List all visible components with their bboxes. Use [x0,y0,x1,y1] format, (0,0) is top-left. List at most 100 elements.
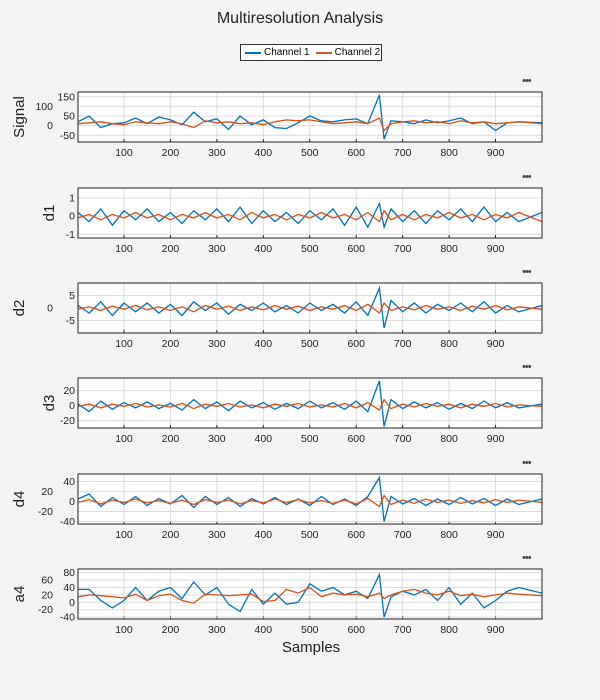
axes-a4[interactable]: 100 200 300 400 500 600 700 800 900 -40 -20 0 20 40 60… [11,567,543,636]
y-tick-label: 5 [69,290,75,302]
axes-box [77,473,543,525]
x-tick-label: 300 [208,529,226,541]
x-tick-label: 900 [487,529,505,541]
y-tick-label: 20 [41,589,53,601]
legend-item-channel-1[interactable]: Channel 1 [245,47,310,58]
x-tick-label: 700 [394,147,412,159]
y-axis-label: d4 [11,491,28,508]
axes-box [77,187,543,239]
x-tick-label: 900 [487,433,505,445]
x-tick-label: 900 [487,147,505,159]
x-tick-label: 100 [115,147,133,159]
y-axis-label: d3 [41,395,58,412]
more-options-icon[interactable]: ••• [522,75,532,87]
x-tick-label: 200 [162,147,180,159]
x-tick-label: 500 [301,529,319,541]
x-tick-label: 100 [115,433,133,445]
y-tick-label: 1 [69,193,75,205]
x-tick-label: 600 [347,338,365,350]
more-options-icon[interactable]: ••• [522,361,532,373]
x-tick-label: 500 [301,624,319,636]
series-line-channel-1 [77,201,543,230]
series-line-channel-1 [77,380,543,427]
x-tick-label: 800 [440,338,458,350]
x-tick-label: 300 [208,147,226,159]
axes-box [77,377,543,429]
legend-item-channel-2[interactable]: Channel 2 [315,47,380,58]
x-tick-label: 200 [162,338,180,350]
more-options-icon[interactable]: ••• [522,552,532,564]
y-tick-label: -5 [66,315,75,327]
legend[interactable]: Channel 1 Channel 2 [240,44,382,61]
series-line-channel-2 [77,117,543,132]
series-line-channel-2 [77,398,543,412]
more-options-icon[interactable]: ••• [522,457,532,469]
y-axis-label: d1 [41,205,58,222]
series-line-channel-1 [77,94,543,140]
x-tick-label: 400 [255,529,273,541]
x-tick-label: 100 [115,529,133,541]
x-tick-label: 600 [347,624,365,636]
x-tick-label: 500 [301,147,319,159]
x-tick-label: 800 [440,624,458,636]
x-tick-label: 100 [115,624,133,636]
y-tick-label: -40 [60,612,75,624]
x-tick-label: 900 [487,243,505,255]
series-line-channel-2 [77,301,543,314]
y-tick-label: 0 [69,400,75,412]
x-tick-label: 700 [394,243,412,255]
series-line-channel-2 [77,586,543,604]
y-tick-label: -20 [38,604,53,616]
y-tick-label: 60 [41,575,53,587]
y-tick-label: 40 [63,476,75,488]
y-tick-label: 50 [63,111,75,123]
series-line-channel-2 [77,209,543,223]
x-tick-label: 300 [208,624,226,636]
axes-box [77,91,543,143]
axes-d4[interactable]: 100 200 300 400 500 600 700 800 900 -40 -20 0 20 40 d4 [11,473,543,541]
axes-d2[interactable]: 100 200 300 400 500 600 700 800 900 -5 0 5 d2 [11,282,543,350]
x-tick-label: 700 [394,624,412,636]
more-options-icon[interactable]: ••• [522,266,532,278]
x-tick-label: 200 [162,243,180,255]
y-tick-label: 100 [35,101,53,113]
y-axis-label: d2 [11,300,28,317]
y-tick-label: -1 [66,229,75,241]
x-tick-label: 600 [347,243,365,255]
y-tick-label: 0 [69,597,75,609]
x-tick-label: 200 [162,433,180,445]
x-tick-label: 500 [301,433,319,445]
x-tick-label: 300 [208,243,226,255]
y-tick-label: 0 [69,496,75,508]
y-tick-label: 40 [63,582,75,594]
x-tick-label: 400 [255,624,273,636]
legend-line-channel-1 [245,51,261,54]
x-tick-label: 900 [487,624,505,636]
x-tick-label: 800 [440,529,458,541]
y-tick-label: -50 [60,130,75,142]
y-tick-label: -20 [38,506,53,518]
axes-Signal[interactable]: 100 200 300 400 500 600 700 800 900 -50 0 50 100 150 S… [11,91,543,159]
x-tick-label: 600 [347,529,365,541]
x-tick-label: 700 [394,433,412,445]
axes-box [77,282,543,334]
y-tick-label: 0 [69,211,75,223]
figure-title: Multiresolution Analysis [216,10,384,27]
x-tick-label: 700 [394,529,412,541]
x-tick-label: 400 [255,147,273,159]
x-tick-label: 800 [440,433,458,445]
axes-d1[interactable]: 100 200 300 400 500 600 700 800 900 -1 0 1 d1 [41,187,543,255]
y-tick-label: -40 [60,516,75,528]
legend-line-channel-2 [315,51,332,54]
axes-d3[interactable]: 100 200 300 400 500 600 700 800 900 -20 0 20 d3 [41,377,543,445]
x-tick-label: 100 [115,243,133,255]
x-axis-label: Samples [281,639,341,656]
more-options-icon[interactable]: ••• [522,171,532,183]
y-tick-label: -20 [60,415,75,427]
x-tick-label: 800 [440,243,458,255]
x-tick-label: 500 [301,243,319,255]
x-tick-label: 700 [394,338,412,350]
x-tick-label: 200 [162,529,180,541]
